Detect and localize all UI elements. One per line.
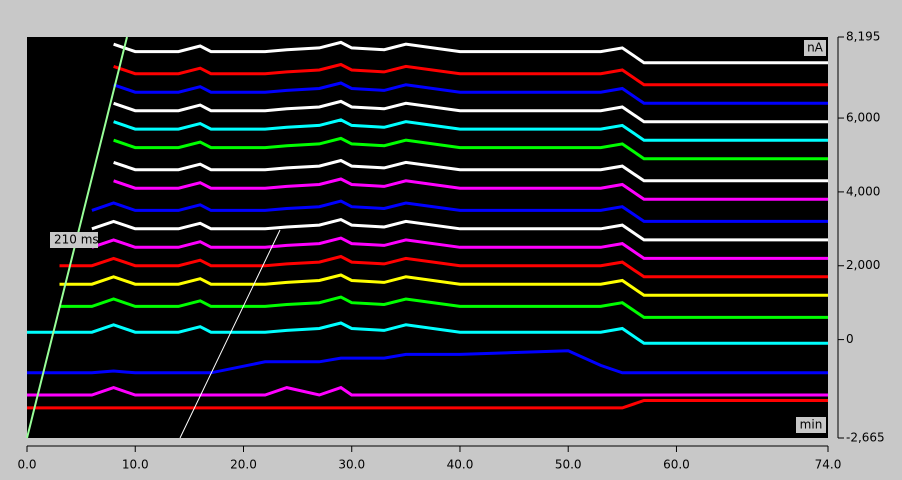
- x-tick-label: 20.0: [230, 458, 257, 472]
- annotation: 210 ms: [54, 233, 99, 247]
- y-tick-label: 6,000: [846, 111, 880, 125]
- annotation-box: [50, 232, 98, 248]
- trace: [91, 236, 828, 260]
- unit-box: [796, 417, 826, 433]
- trace: [27, 321, 828, 345]
- y-tick-label: 4,000: [846, 184, 880, 198]
- y-tick-label: 2,000: [846, 258, 880, 272]
- x-tick-label: 0.0: [17, 458, 36, 472]
- traces: [27, 40, 828, 410]
- trace: [59, 254, 828, 279]
- x-tick-label: 10.0: [122, 458, 149, 472]
- marker-line: [179, 229, 281, 439]
- trace: [113, 62, 828, 87]
- x-unit: min: [800, 418, 823, 432]
- trace: [27, 385, 828, 397]
- trace: [113, 118, 828, 142]
- trace: [113, 158, 828, 183]
- trace: [91, 199, 828, 223]
- y-unit: nA: [807, 41, 824, 55]
- y-tick-label: 8,195: [846, 30, 880, 44]
- x-tick-label: 40.0: [447, 458, 474, 472]
- trace: [59, 273, 828, 297]
- x-tick-label: 74.0: [815, 458, 842, 472]
- unit-box: [804, 40, 826, 56]
- y-tick-label: -2,665: [846, 431, 885, 445]
- trace: [113, 136, 828, 161]
- trace: [113, 40, 828, 65]
- x-tick-label: 30.0: [338, 458, 365, 472]
- plot-area: [27, 37, 828, 438]
- trace: [27, 349, 828, 375]
- trace: [113, 177, 828, 201]
- trace: [27, 399, 828, 410]
- trace: [59, 295, 828, 319]
- x-tick-label: 50.0: [555, 458, 582, 472]
- trace: [113, 99, 828, 124]
- trace: [113, 81, 828, 105]
- x-tick-label: 60.0: [663, 458, 690, 472]
- trace: [91, 218, 828, 242]
- y-tick-label: 0: [846, 332, 854, 346]
